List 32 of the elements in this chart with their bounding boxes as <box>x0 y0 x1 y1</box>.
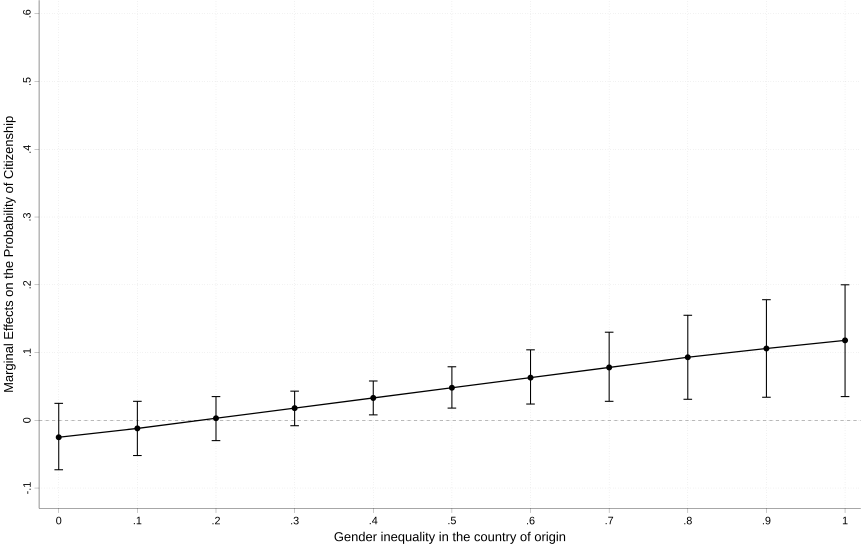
x-axis-title: Gender inequality in the country of origin <box>334 532 566 544</box>
point <box>528 374 534 380</box>
y-tick-label: .2 <box>23 280 31 288</box>
point <box>134 425 140 432</box>
x-tick-label: .4 <box>370 516 378 524</box>
point <box>292 404 298 411</box>
point <box>763 345 770 352</box>
x-tick-label: .8 <box>684 516 692 524</box>
y-tick-label: 0 <box>23 417 31 423</box>
point <box>606 364 612 370</box>
x-tick-label: .6 <box>527 516 535 524</box>
x-tick-label: .7 <box>606 516 614 524</box>
y-tick-label: .6 <box>23 10 31 18</box>
point <box>842 337 848 344</box>
point <box>684 354 691 360</box>
point <box>448 384 455 391</box>
x-tick-label: 0 <box>56 516 62 524</box>
y-tick-label: .1 <box>23 348 31 356</box>
y-tick-label: .4 <box>23 144 31 153</box>
y-axis-title: Marginal Effects on the Probability of Citizenship <box>4 116 16 392</box>
x-tick-label: .3 <box>291 516 299 524</box>
point <box>212 415 220 422</box>
point <box>370 394 376 401</box>
y-tick-label: .3 <box>23 212 31 220</box>
x-tick-label: .5 <box>448 516 456 524</box>
x-tick-label: .1 <box>134 516 142 524</box>
y-tick-label: -.1 <box>23 482 31 494</box>
x-tick-label: .2 <box>212 516 220 524</box>
y-tick-label: .5 <box>23 77 31 85</box>
x-tick-label: 1 <box>842 516 848 524</box>
point <box>56 434 62 440</box>
x-tick-label: .9 <box>762 516 770 524</box>
